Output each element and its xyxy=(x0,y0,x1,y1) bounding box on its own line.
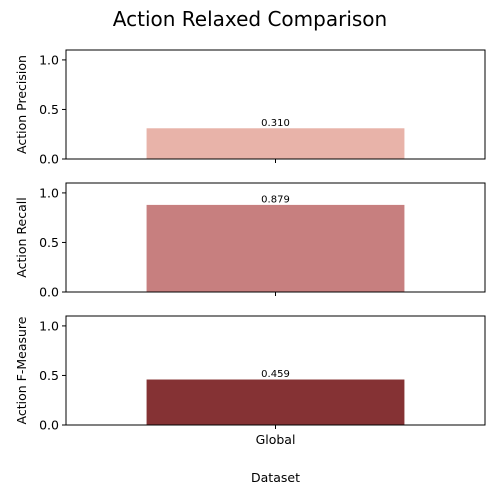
panel-3: 0.459 0.0 0.5 1.0 Global Action F-Measure xyxy=(14,315,486,447)
y-tick-label: 0.5 xyxy=(39,368,59,383)
y-tick-label: 0.0 xyxy=(39,285,59,300)
bar-value-label: 0.459 xyxy=(261,369,290,380)
bar-global xyxy=(146,379,405,425)
y-tick-label: 0.0 xyxy=(39,152,59,167)
y-tick-label: 1.0 xyxy=(39,185,59,200)
y-tick-label: 1.0 xyxy=(39,318,59,333)
y-tick-label: 0.0 xyxy=(39,418,59,433)
y-tick-label: 0.5 xyxy=(39,102,59,117)
y-axis-label: Action F-Measure xyxy=(14,316,29,424)
x-tick-label: Global xyxy=(256,432,296,447)
y-tick-label: 1.0 xyxy=(39,52,59,67)
bar-value-label: 0.879 xyxy=(261,194,290,205)
y-tick-label: 0.5 xyxy=(39,235,59,250)
panel-1: 0.310 0.0 0.5 1.0 Action Precision xyxy=(14,49,486,167)
bar-global xyxy=(146,128,405,159)
x-axis-label: Dataset xyxy=(251,470,300,485)
bar-global xyxy=(146,204,405,292)
bar-value-label: 0.310 xyxy=(261,118,290,129)
y-axis-label: Action Precision xyxy=(14,55,29,154)
y-axis-label: Action Recall xyxy=(14,197,29,277)
panel-2: 0.879 0.0 0.5 1.0 Action Recall xyxy=(14,182,486,300)
chart-title: Action Relaxed Comparison xyxy=(113,7,387,31)
